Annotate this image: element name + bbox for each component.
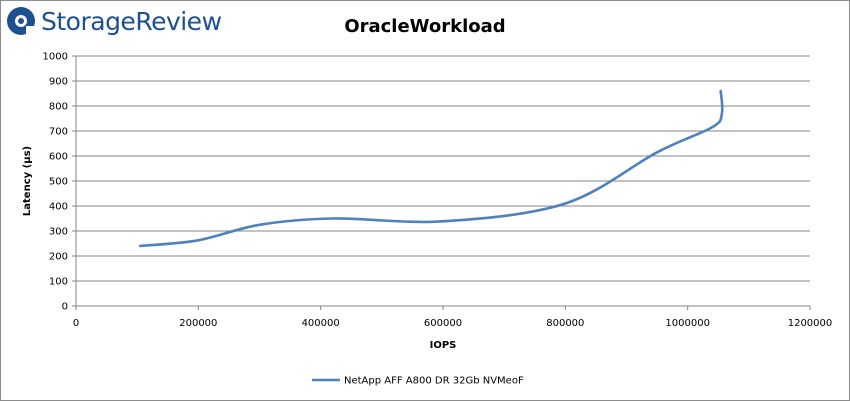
axes bbox=[75, 56, 811, 310]
series-lines bbox=[138, 89, 724, 248]
y-tick-label: 700 bbox=[49, 127, 68, 138]
x-tick-label: 0 bbox=[73, 318, 79, 329]
y-tick-label: 1000 bbox=[43, 52, 68, 63]
x-tick-label: 800000 bbox=[546, 318, 584, 329]
x-tick-label: 600000 bbox=[424, 318, 462, 329]
storagereview-logo: StorageReview bbox=[6, 3, 222, 39]
y-tick-label: 400 bbox=[49, 202, 68, 213]
x-tick-labels: 0 200000 400000 600000 800000 1000000 1200000 bbox=[73, 318, 832, 329]
x-tick-label: 1000000 bbox=[665, 318, 710, 329]
legend: NetApp AFF A800 DR 32Gb NVMeoF bbox=[312, 376, 524, 387]
storagereview-logo-icon bbox=[7, 7, 35, 35]
y-axis-label: Latency (µs) bbox=[22, 146, 33, 216]
y-tick-label: 100 bbox=[49, 277, 68, 288]
y-tick-label: 0 bbox=[62, 302, 68, 313]
y-tick-label: 500 bbox=[49, 177, 68, 188]
chart-title: OracleWorkload bbox=[344, 16, 505, 37]
legend-label: NetApp AFF A800 DR 32Gb NVMeoF bbox=[344, 376, 524, 387]
gridlines bbox=[72, 55, 810, 307]
y-tick-label: 300 bbox=[49, 227, 68, 238]
x-tick-label: 400000 bbox=[302, 318, 340, 329]
x-tick-label: 200000 bbox=[179, 318, 217, 329]
logo-wordmark: StorageReview bbox=[41, 6, 222, 36]
y-tick-labels: 0 100 200 300 400 500 600 700 800 900 1000 bbox=[43, 52, 68, 313]
y-tick-label: 200 bbox=[49, 252, 68, 263]
x-tick-label: 1200000 bbox=[788, 318, 833, 329]
series-line bbox=[138, 89, 724, 248]
y-tick-label: 600 bbox=[49, 152, 68, 163]
y-tick-label: 900 bbox=[49, 77, 68, 88]
y-tick-label: 800 bbox=[49, 102, 68, 113]
x-axis-label: IOPS bbox=[430, 340, 457, 351]
